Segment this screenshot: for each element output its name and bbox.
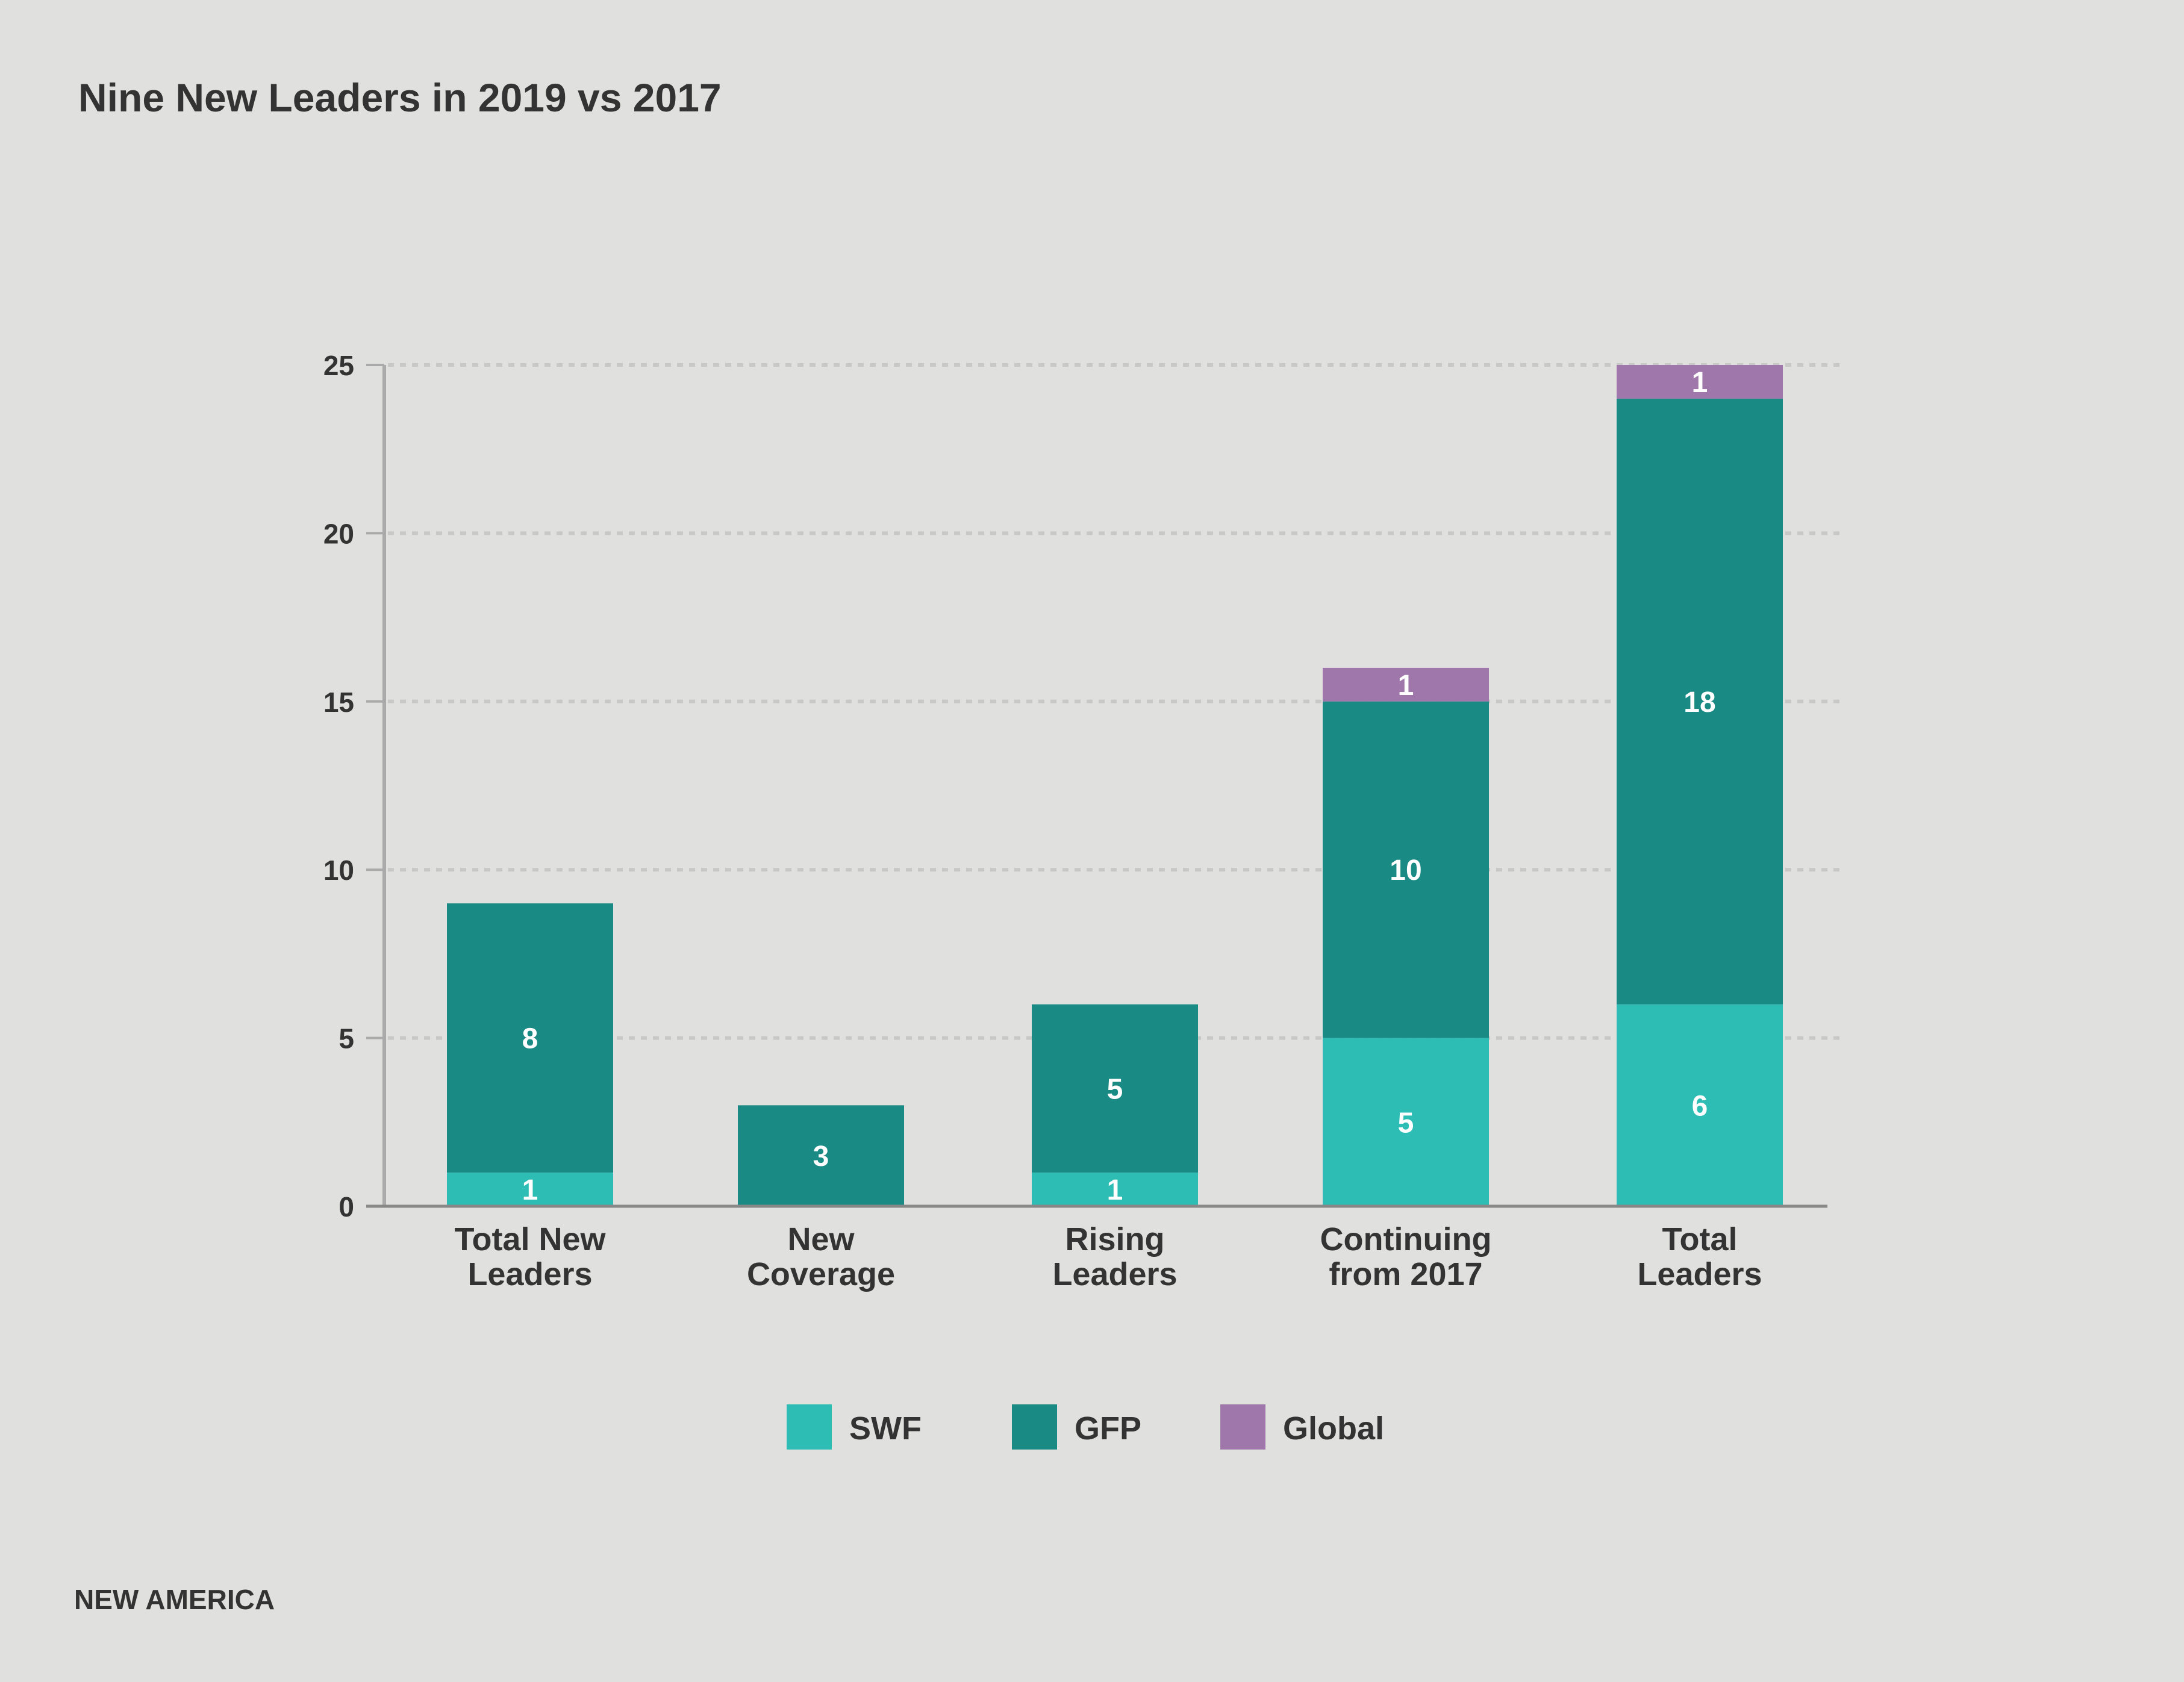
x-tick-label: Leaders xyxy=(467,1256,592,1292)
y-tick-label: 0 xyxy=(339,1191,354,1223)
legend-swatch xyxy=(1220,1404,1265,1450)
bar-gfp xyxy=(447,903,613,1173)
x-tick-label: Leaders xyxy=(1637,1256,1762,1292)
data-label: 3 xyxy=(813,1141,829,1173)
bar-swf xyxy=(1323,1038,1489,1206)
x-tick-label: Rising xyxy=(1065,1221,1164,1257)
footer-logo: NEW AMERICA xyxy=(74,1584,275,1615)
y-tick-label: 25 xyxy=(323,350,354,381)
x-tick-label: New xyxy=(787,1221,855,1257)
legend-label: GFP xyxy=(1075,1410,1141,1447)
data-label: 1 xyxy=(1692,367,1708,399)
data-label: 5 xyxy=(1107,1073,1123,1105)
x-tick-label: Total New xyxy=(454,1221,606,1257)
bar-global xyxy=(1617,365,1783,399)
bar-global xyxy=(1323,667,1489,702)
x-tick-label: Continuing xyxy=(1320,1221,1492,1257)
y-tick-label: 15 xyxy=(323,687,354,718)
y-tick-label: 10 xyxy=(323,855,354,886)
bar-swf xyxy=(447,1173,613,1206)
y-tick-label: 20 xyxy=(323,518,354,549)
x-tick-label: from 2017 xyxy=(1329,1256,1482,1292)
x-tick-label: Leaders xyxy=(1052,1256,1177,1292)
legend-label: Global xyxy=(1283,1410,1384,1447)
data-label: 8 xyxy=(522,1023,538,1055)
x-tick-label: Total xyxy=(1662,1221,1738,1257)
legend-label: SWF xyxy=(849,1410,922,1447)
legend-item-gfp: GFP xyxy=(1012,1404,1141,1450)
legend-item-global: Global xyxy=(1220,1404,1384,1450)
bar-gfp xyxy=(1032,1004,1198,1173)
legend-swatch xyxy=(787,1404,832,1450)
data-label: 18 xyxy=(1683,687,1715,718)
legend-swatch xyxy=(1012,1404,1057,1450)
chart-title: Nine New Leaders in 2019 vs 2017 xyxy=(78,75,722,120)
data-label: 1 xyxy=(1398,670,1414,702)
y-tick-label: 5 xyxy=(339,1023,354,1054)
x-tick-label: Coverage xyxy=(747,1256,895,1292)
data-label: 10 xyxy=(1390,855,1421,886)
bar-gfp xyxy=(1323,701,1489,1038)
legend-item-swf: SWF xyxy=(787,1404,922,1450)
bar-swf xyxy=(1617,1004,1783,1206)
data-label: 1 xyxy=(1107,1174,1123,1206)
bar-gfp xyxy=(738,1105,904,1206)
bar-swf xyxy=(1032,1173,1198,1206)
data-label: 5 xyxy=(1398,1107,1414,1139)
bar-gfp xyxy=(1617,398,1783,1005)
data-label: 6 xyxy=(1692,1090,1708,1122)
data-label: 1 xyxy=(522,1174,538,1206)
